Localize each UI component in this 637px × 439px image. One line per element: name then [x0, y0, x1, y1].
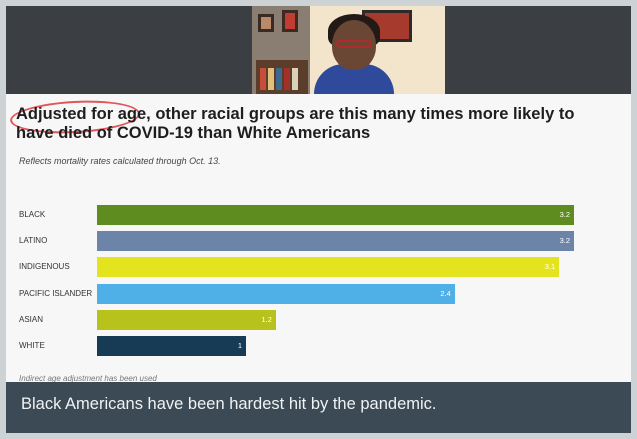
slide-headline: Adjusted for age, other racial groups ar… — [16, 105, 575, 142]
bar-value-label: 1.2 — [261, 314, 272, 324]
bar-label: ASIAN — [19, 314, 44, 324]
background-wall — [252, 6, 310, 94]
bar: 1 — [97, 336, 247, 356]
caption-text: Black Americans have been hardest hit by… — [21, 395, 437, 413]
video-call-bar — [6, 6, 631, 94]
bar-value-label: 3.2 — [559, 236, 571, 246]
book — [260, 68, 266, 90]
bar-label: WHITE — [19, 341, 45, 350]
bar-value-label: 3.2 — [559, 210, 571, 219]
bar-value-label: 2.4 — [440, 288, 451, 298]
bar-label: INDIGENOUS — [19, 262, 70, 272]
shared-slide: Adjusted for age, other racial groups ar… — [6, 94, 631, 382]
slide-footnote: Indirect age adjustment has been used — [19, 374, 157, 382]
caption-bar: Black Americans have been hardest hit by… — [6, 382, 631, 433]
bar-label: BLACK — [19, 210, 46, 219]
bar: 2.4 — [97, 283, 455, 304]
slide-subhead: Reflects mortality rates calculated thro… — [19, 156, 221, 166]
bookshelf — [256, 60, 308, 94]
bar-label: LATINO — [19, 236, 48, 246]
book — [268, 68, 274, 90]
bar-value-label: 3.1 — [544, 262, 556, 272]
speaker-video-tile[interactable] — [252, 6, 445, 94]
book — [276, 68, 282, 90]
book — [284, 68, 290, 90]
bar-value-label: 1 — [237, 341, 243, 350]
wall-picture — [258, 14, 274, 32]
bar: 3.2 — [97, 205, 575, 225]
bar-label: PACIFIC ISLANDER — [19, 288, 93, 298]
wall-picture — [282, 10, 298, 32]
speaker-glasses — [336, 40, 372, 48]
bar: 3.2 — [97, 231, 575, 252]
bar: 1.2 — [97, 309, 276, 330]
bar: 3.1 — [97, 257, 560, 278]
book — [292, 68, 298, 90]
